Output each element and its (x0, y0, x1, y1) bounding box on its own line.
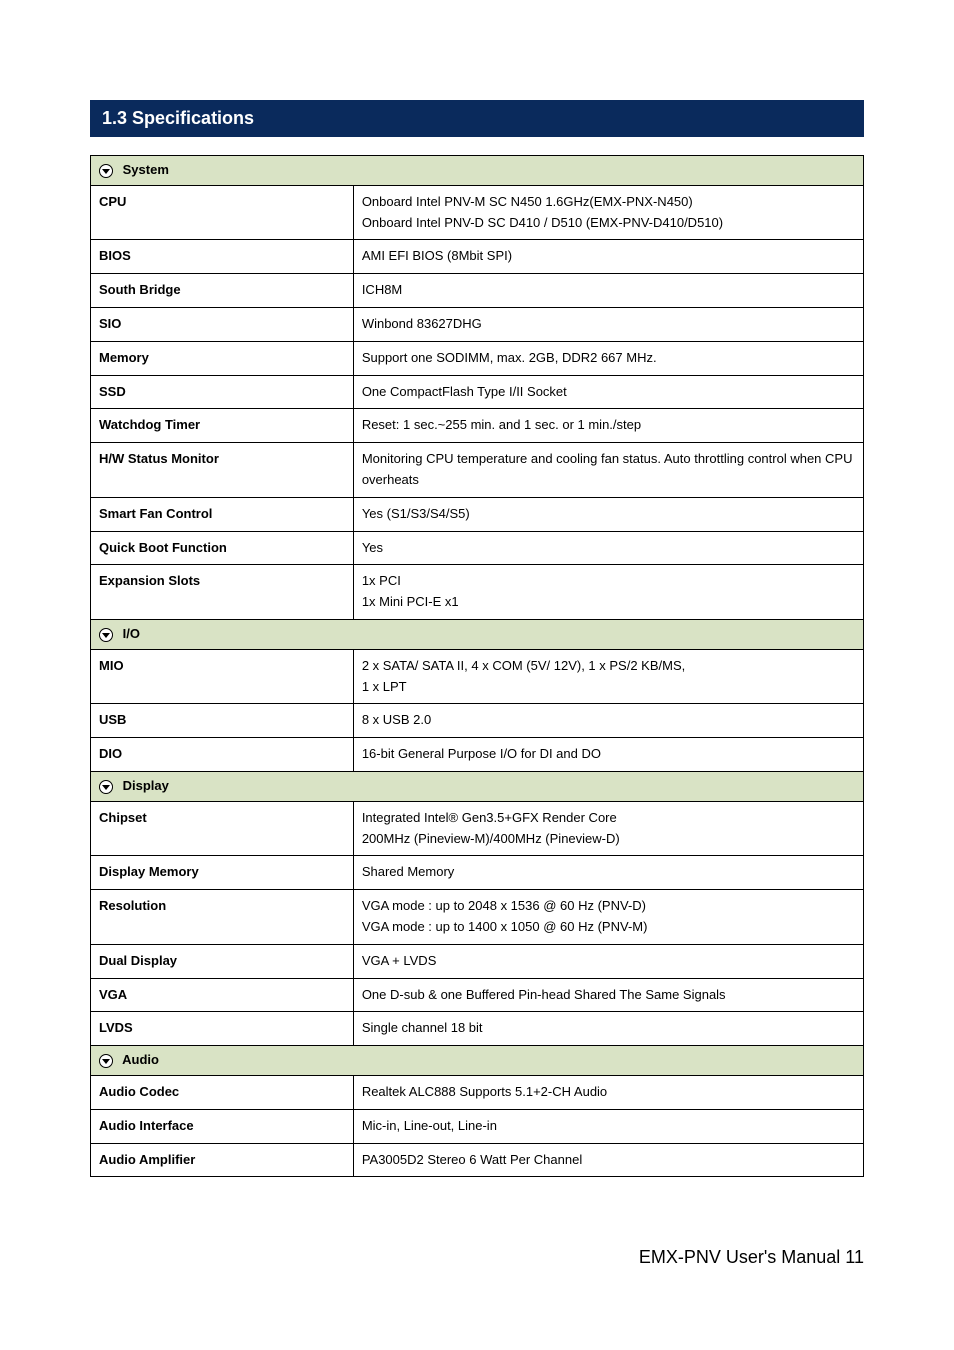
row-value: Yes (353, 531, 863, 565)
spec-table: System CPU Onboard Intel PNV-M SC N450 1… (90, 155, 864, 1177)
row-label: VGA (91, 978, 354, 1012)
row-value: Monitoring CPU temperature and cooling f… (353, 443, 863, 498)
row-value: 16-bit General Purpose I/O for DI and DO (353, 738, 863, 772)
row-value: Realtek ALC888 Supports 5.1+2-CH Audio (353, 1075, 863, 1109)
row-value: Reset: 1 sec.~255 min. and 1 sec. or 1 m… (353, 409, 863, 443)
row-value: One D-sub & one Buffered Pin-head Shared… (353, 978, 863, 1012)
row-label: Expansion Slots (91, 565, 354, 620)
row-label: SIO (91, 307, 354, 341)
row-value: Yes (S1/S3/S4/S5) (353, 497, 863, 531)
chevron-down-icon (99, 628, 113, 642)
row-value: Winbond 83627DHG (353, 307, 863, 341)
row-value: PA3005D2 Stereo 6 Watt Per Channel (353, 1143, 863, 1177)
table-row: USB 8 x USB 2.0 (91, 704, 864, 738)
page-footer: EMX-PNV User's Manual 11 (90, 1247, 864, 1268)
table-row: Quick Boot Function Yes (91, 531, 864, 565)
row-label: Chipset (91, 801, 354, 856)
chevron-down-icon (99, 164, 113, 178)
table-row: Dual Display VGA + LVDS (91, 944, 864, 978)
row-label: MIO (91, 649, 354, 704)
row-value: One CompactFlash Type I/II Socket (353, 375, 863, 409)
section-header-label: I/O (123, 626, 140, 641)
row-value: Mic-in, Line-out, Line-in (353, 1109, 863, 1143)
row-label: Watchdog Timer (91, 409, 354, 443)
table-row: South Bridge ICH8M (91, 274, 864, 308)
table-row: CPU Onboard Intel PNV-M SC N450 1.6GHz(E… (91, 185, 864, 240)
table-row: SIO Winbond 83627DHG (91, 307, 864, 341)
section-header-io: I/O (91, 619, 864, 649)
table-row: SSD One CompactFlash Type I/II Socket (91, 375, 864, 409)
table-row: Audio Amplifier PA3005D2 Stereo 6 Watt P… (91, 1143, 864, 1177)
page: 1.3 Specifications System CPU Onboard In… (90, 100, 864, 1268)
table-row: Audio Interface Mic-in, Line-out, Line-i… (91, 1109, 864, 1143)
table-row: Expansion Slots 1x PCI1x Mini PCI-E x1 (91, 565, 864, 620)
section-header-label: Audio (122, 1052, 159, 1067)
row-label: H/W Status Monitor (91, 443, 354, 498)
table-row: Audio Codec Realtek ALC888 Supports 5.1+… (91, 1075, 864, 1109)
row-value: 1x PCI1x Mini PCI-E x1 (353, 565, 863, 620)
table-row: Chipset Integrated Intel® Gen3.5+GFX Ren… (91, 801, 864, 856)
row-label: SSD (91, 375, 354, 409)
row-value: 2 x SATA/ SATA II, 4 x COM (5V/ 12V), 1 … (353, 649, 863, 704)
row-label: Memory (91, 341, 354, 375)
row-value: Onboard Intel PNV-M SC N450 1.6GHz(EMX-P… (353, 185, 863, 240)
row-label: Audio Interface (91, 1109, 354, 1143)
row-label: Smart Fan Control (91, 497, 354, 531)
table-row: DIO 16-bit General Purpose I/O for DI an… (91, 738, 864, 772)
row-label: Display Memory (91, 856, 354, 890)
table-row: Memory Support one SODIMM, max. 2GB, DDR… (91, 341, 864, 375)
table-row: Smart Fan Control Yes (S1/S3/S4/S5) (91, 497, 864, 531)
table-row: MIO 2 x SATA/ SATA II, 4 x COM (5V/ 12V)… (91, 649, 864, 704)
row-label: CPU (91, 185, 354, 240)
row-value: Single channel 18 bit (353, 1012, 863, 1046)
row-label: Audio Amplifier (91, 1143, 354, 1177)
row-value: ICH8M (353, 274, 863, 308)
section-title-bar: 1.3 Specifications (90, 100, 864, 137)
table-row: BIOS AMI EFI BIOS (8Mbit SPI) (91, 240, 864, 274)
table-row: LVDS Single channel 18 bit (91, 1012, 864, 1046)
row-label: LVDS (91, 1012, 354, 1046)
section-header-label: Display (123, 778, 169, 793)
table-row: Resolution VGA mode : up to 2048 x 1536 … (91, 890, 864, 945)
section-header-system: System (91, 156, 864, 186)
row-label: Quick Boot Function (91, 531, 354, 565)
table-row: H/W Status Monitor Monitoring CPU temper… (91, 443, 864, 498)
row-value: Shared Memory (353, 856, 863, 890)
chevron-down-icon (99, 780, 113, 794)
row-label: USB (91, 704, 354, 738)
row-label: BIOS (91, 240, 354, 274)
row-label: Dual Display (91, 944, 354, 978)
row-value: 8 x USB 2.0 (353, 704, 863, 738)
table-row: Watchdog Timer Reset: 1 sec.~255 min. an… (91, 409, 864, 443)
table-row: VGA One D-sub & one Buffered Pin-head Sh… (91, 978, 864, 1012)
row-label: Resolution (91, 890, 354, 945)
row-value: VGA mode : up to 2048 x 1536 @ 60 Hz (PN… (353, 890, 863, 945)
row-value: VGA + LVDS (353, 944, 863, 978)
section-header-audio: Audio (91, 1046, 864, 1076)
row-value: AMI EFI BIOS (8Mbit SPI) (353, 240, 863, 274)
chevron-down-icon (99, 1054, 113, 1068)
table-row: Display Memory Shared Memory (91, 856, 864, 890)
row-label: Audio Codec (91, 1075, 354, 1109)
row-label: DIO (91, 738, 354, 772)
row-label: South Bridge (91, 274, 354, 308)
section-header-display: Display (91, 771, 864, 801)
row-value: Integrated Intel® Gen3.5+GFX Render Core… (353, 801, 863, 856)
row-value: Support one SODIMM, max. 2GB, DDR2 667 M… (353, 341, 863, 375)
section-header-label: System (123, 162, 169, 177)
